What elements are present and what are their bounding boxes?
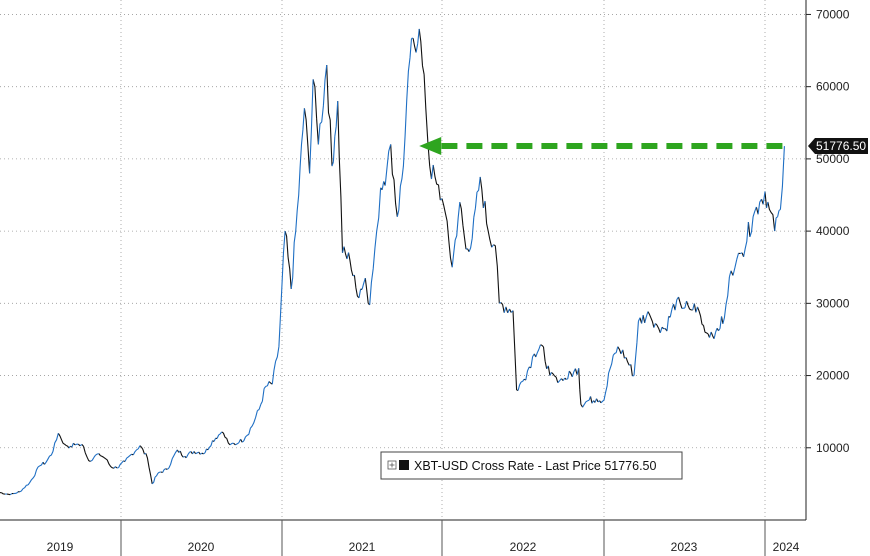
legend-box — [380, 451, 683, 480]
y-tick-label: 70000 — [816, 7, 850, 21]
price-arrow-annotation — [419, 137, 783, 156]
y-tick-label: 30000 — [816, 296, 850, 310]
y-axis: 10000 20000 30000 40000 50000 60000 70000 — [805, 0, 850, 520]
last-price-marker: 51776.50 — [808, 138, 868, 155]
arrow-head — [419, 137, 442, 156]
grid-layer — [0, 0, 806, 520]
x-axis: 2019 2020 2021 2022 2023 2024 — [0, 519, 806, 556]
last-price-label-background — [808, 138, 868, 155]
legend-swatch — [399, 460, 409, 470]
y-tick-label: 60000 — [816, 80, 850, 94]
series-line-up — [5, 28, 785, 496]
y-tick-label: 10000 — [816, 441, 850, 455]
series-line-down — [0, 28, 776, 496]
legend-label: XBT-USD Cross Rate - Last Price 51776.50 — [414, 459, 657, 473]
legend: XBT-USD Cross Rate - Last Price 51776.50 — [380, 451, 683, 480]
x-tick-label: 2020 — [188, 540, 215, 554]
x-tick-label: 2023 — [671, 540, 698, 554]
price-series — [0, 28, 785, 496]
x-tick-label: 2021 — [349, 540, 376, 554]
y-tick-label: 20000 — [816, 369, 850, 383]
y-tick-label: 40000 — [816, 224, 850, 238]
y-tick-label: 50000 — [816, 152, 850, 166]
x-tick-label: 2019 — [47, 540, 74, 554]
last-price-label: 51776.50 — [816, 139, 866, 153]
x-tick-label: 2022 — [510, 540, 537, 554]
x-tick-label: 2024 — [773, 540, 800, 554]
